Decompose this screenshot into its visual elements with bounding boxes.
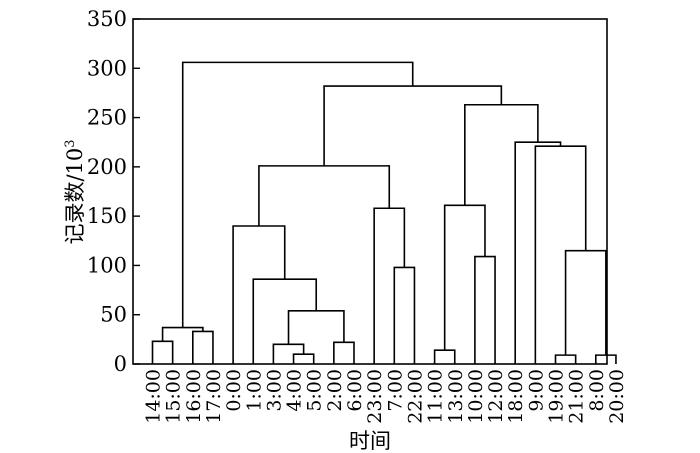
y-axis: 0 50 100 150 200 250 300 350 [87, 7, 140, 376]
dendrogram-link-2 [292, 353, 315, 364]
x-tick-label-14: 11:00 [425, 369, 447, 424]
dendrogram-link-21 [323, 85, 503, 166]
y-tick-label-5: 250 [87, 106, 127, 130]
dendrogram-link-17 [564, 249, 607, 356]
dendrogram-link-9 [393, 266, 416, 364]
dendrogram-link-20 [464, 103, 539, 206]
x-tick-label-17: 12:00 [485, 369, 507, 424]
dendrogram-link-14 [443, 204, 486, 351]
dendrogram-links [151, 61, 617, 364]
x-tick-label-5: 1:00 [243, 369, 265, 412]
x-tick-label-13: 22:00 [404, 369, 426, 424]
dendrogram-link-1 [192, 330, 214, 364]
dendrogram-link-15 [554, 354, 577, 364]
y-tick-label-6: 300 [87, 56, 127, 80]
y-tick-label-7: 350 [87, 7, 127, 31]
dendrogram-link-13 [474, 255, 496, 364]
dendrogram-link-18 [534, 145, 587, 364]
y-axis-label: 记录数/103 [63, 139, 87, 244]
dendrogram-link-6 [287, 309, 345, 345]
y-axis-label-main: 记录数/10 [63, 148, 87, 245]
x-tick-label-2: 16:00 [183, 369, 205, 424]
dendrogram-link-8 [232, 225, 286, 364]
y-axis-label-sup: 3 [63, 139, 78, 147]
y-tick-label-3: 150 [87, 204, 127, 228]
x-tick-label-8: 5:00 [304, 369, 326, 412]
dendrogram-link-19 [514, 141, 562, 364]
x-tick-label-18: 18:00 [505, 369, 527, 424]
y-tick-label-4: 200 [87, 155, 127, 179]
dendrogram-link-10 [373, 207, 406, 364]
x-tick-label-7: 4:00 [284, 369, 306, 412]
x-tick-label-21: 21:00 [566, 369, 588, 424]
x-tick-label-19: 9:00 [525, 369, 547, 412]
x-tick-label-9: 2:00 [324, 369, 346, 412]
x-tick-label-16: 10:00 [465, 369, 487, 424]
x-tick-label-3: 17:00 [203, 369, 225, 424]
dendrogram-link-16 [594, 354, 617, 364]
x-tick-label-6: 3:00 [263, 369, 285, 412]
x-tick-label-12: 7:00 [384, 369, 406, 412]
dendrogram-link-11 [258, 165, 391, 226]
dendrogram-link-12 [433, 349, 456, 364]
dendrogram-link-0 [151, 340, 174, 364]
y-tick-label-0: 0 [114, 352, 127, 376]
dendrogram-link-5 [161, 326, 204, 342]
x-tick-label-1: 15:00 [163, 369, 185, 424]
dendrogram-link-22 [181, 61, 414, 328]
x-tick-label-11: 23:00 [364, 369, 386, 424]
x-tick-label-23: 20:00 [606, 369, 628, 424]
x-tick-label-22: 8:00 [586, 369, 608, 412]
x-axis: 14:0015:0016:0017:000:001:003:004:005:00… [143, 369, 628, 424]
x-tick-label-15: 13:00 [445, 369, 467, 424]
x-axis-label: 时间 [349, 429, 391, 453]
x-tick-label-10: 6:00 [344, 369, 366, 412]
dendrogram-link-4 [333, 341, 355, 364]
y-tick-label-2: 100 [87, 253, 127, 277]
x-tick-label-20: 19:00 [546, 369, 568, 424]
plot-frame [132, 18, 608, 365]
x-tick-label-4: 0:00 [223, 369, 245, 412]
y-tick-label-1: 50 [100, 303, 127, 327]
dendrogram-link-7 [252, 278, 318, 364]
x-tick-label-0: 14:00 [143, 369, 165, 424]
